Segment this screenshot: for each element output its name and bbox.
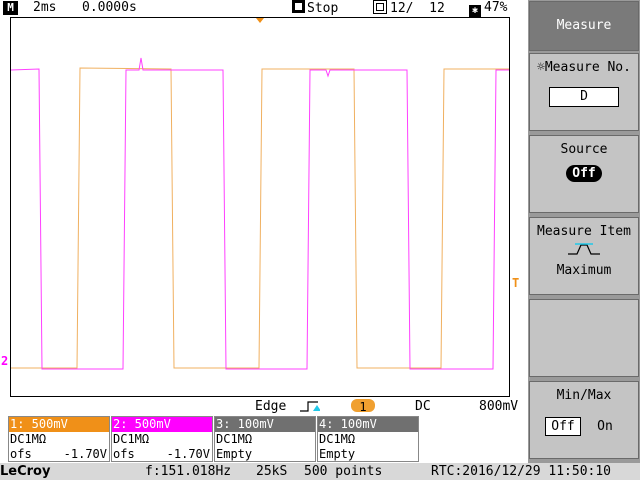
pulse-icon (530, 241, 638, 263)
run-state-label: Stop (307, 1, 339, 16)
battery-level: 47% (484, 0, 508, 15)
mode-indicator: M (3, 1, 18, 15)
source-button[interactable]: Source Off (529, 135, 639, 213)
channel-2-coupling: DC1MΩ (113, 432, 150, 446)
timebase: 2ms (33, 0, 57, 15)
measure-item-label: Measure Item (537, 224, 631, 239)
minmax-on-option[interactable]: On (587, 417, 623, 436)
channel-2-offset-label: ofs (113, 447, 135, 461)
channel-1-offset-label: ofs (10, 447, 32, 461)
channel-2-offset-value: -1.70V (166, 447, 210, 461)
ch2-ground-marker: 2 (1, 354, 9, 368)
waveform-display[interactable]: 2 T (1, 17, 519, 397)
trigger-level: 800mV (479, 399, 519, 414)
status-bar: M 2ms 0.0000s Stop 12/ 12 ✱ 47% (0, 0, 528, 17)
stop-icon (292, 0, 305, 13)
empty-softkey[interactable] (529, 299, 639, 377)
channel-1-offset-value: -1.70V (63, 447, 107, 461)
trigger-coupling: DC (415, 399, 431, 414)
trigger-level-marker: T (512, 276, 520, 290)
trigger-source-badge: 1 (351, 399, 375, 414)
memory-icon (373, 0, 387, 14)
waveform-traces (11, 18, 509, 370)
ch1-trace (11, 67, 509, 369)
channel-4-offset-label: Empty (319, 447, 356, 461)
source-label: Source (560, 142, 608, 157)
trigger-type: Edge (255, 399, 287, 414)
measure-no-label: ☼Measure No. (537, 60, 631, 75)
record-points: 500 points (304, 464, 383, 479)
channel-2-offset: ofs -1.70V (112, 447, 212, 462)
channel-3-info[interactable]: 3: 100mV DC1MΩ Empty (214, 416, 316, 462)
channel-4-offset: Empty (318, 447, 418, 462)
trigger-info: Edge 1 DC 800mV (0, 399, 528, 415)
battery-icon: ✱ (469, 5, 481, 17)
softkey-menu: Measure ☼Measure No. D Source Off Measur… (528, 0, 640, 463)
trigger-position-marker (256, 18, 264, 23)
ch2-trace (11, 57, 509, 370)
minmax-off-option[interactable]: Off (545, 417, 581, 436)
minmax-label: Min/Max (556, 388, 612, 403)
memory-count: 12/ 12 (390, 1, 445, 16)
channel-3-header: 3: 100mV (215, 417, 315, 432)
memory-counter: 12/ 12 (373, 0, 445, 17)
channel-4-info[interactable]: 4: 100mV DC1MΩ Empty (317, 416, 419, 462)
channel-1-header: 1: 500mV (9, 417, 109, 432)
source-value: Off (566, 165, 602, 182)
minmax-button[interactable]: Min/Max Off On (529, 381, 639, 459)
menu-title: Measure (529, 1, 639, 51)
channel-1-info[interactable]: 1: 500mV DC1MΩ ofs -1.70V (8, 416, 110, 462)
channel-3-offset: Empty (215, 447, 315, 462)
bottom-status-bar: LeCroy f:151.018Hz 25kS 500 points RTC:2… (0, 463, 640, 480)
measure-item-value: Maximum (556, 263, 612, 278)
measure-no-button[interactable]: ☼Measure No. D (529, 53, 639, 131)
run-state: Stop (292, 0, 338, 17)
sample-rate: 25kS (256, 464, 288, 479)
rtc-clock: RTC:2016/12/29 11:50:10 (431, 464, 612, 479)
measure-no-value: D (549, 87, 619, 107)
brand-logo: LeCroy (0, 464, 51, 479)
channel-4-coupling: DC1MΩ (319, 432, 356, 446)
rising-edge-icon (298, 399, 321, 418)
knob-icon: ☼ (537, 60, 545, 75)
measure-item-button[interactable]: Measure Item Maximum (529, 217, 639, 295)
channel-3-coupling: DC1MΩ (216, 432, 253, 446)
battery: ✱ 47% (469, 0, 507, 17)
channel-4-header: 4: 100mV (318, 417, 418, 432)
channel-1-coupling: DC1MΩ (10, 432, 47, 446)
channel-3-offset-label: Empty (216, 447, 253, 461)
trigger-delay: 0.0000s (82, 0, 137, 15)
channel-1-offset: ofs -1.70V (9, 447, 109, 462)
channel-2-header: 2: 500mV (112, 417, 212, 432)
frequency-readout: f:151.018Hz (145, 464, 232, 479)
channel-2-info[interactable]: 2: 500mV DC1MΩ ofs -1.70V (111, 416, 213, 462)
